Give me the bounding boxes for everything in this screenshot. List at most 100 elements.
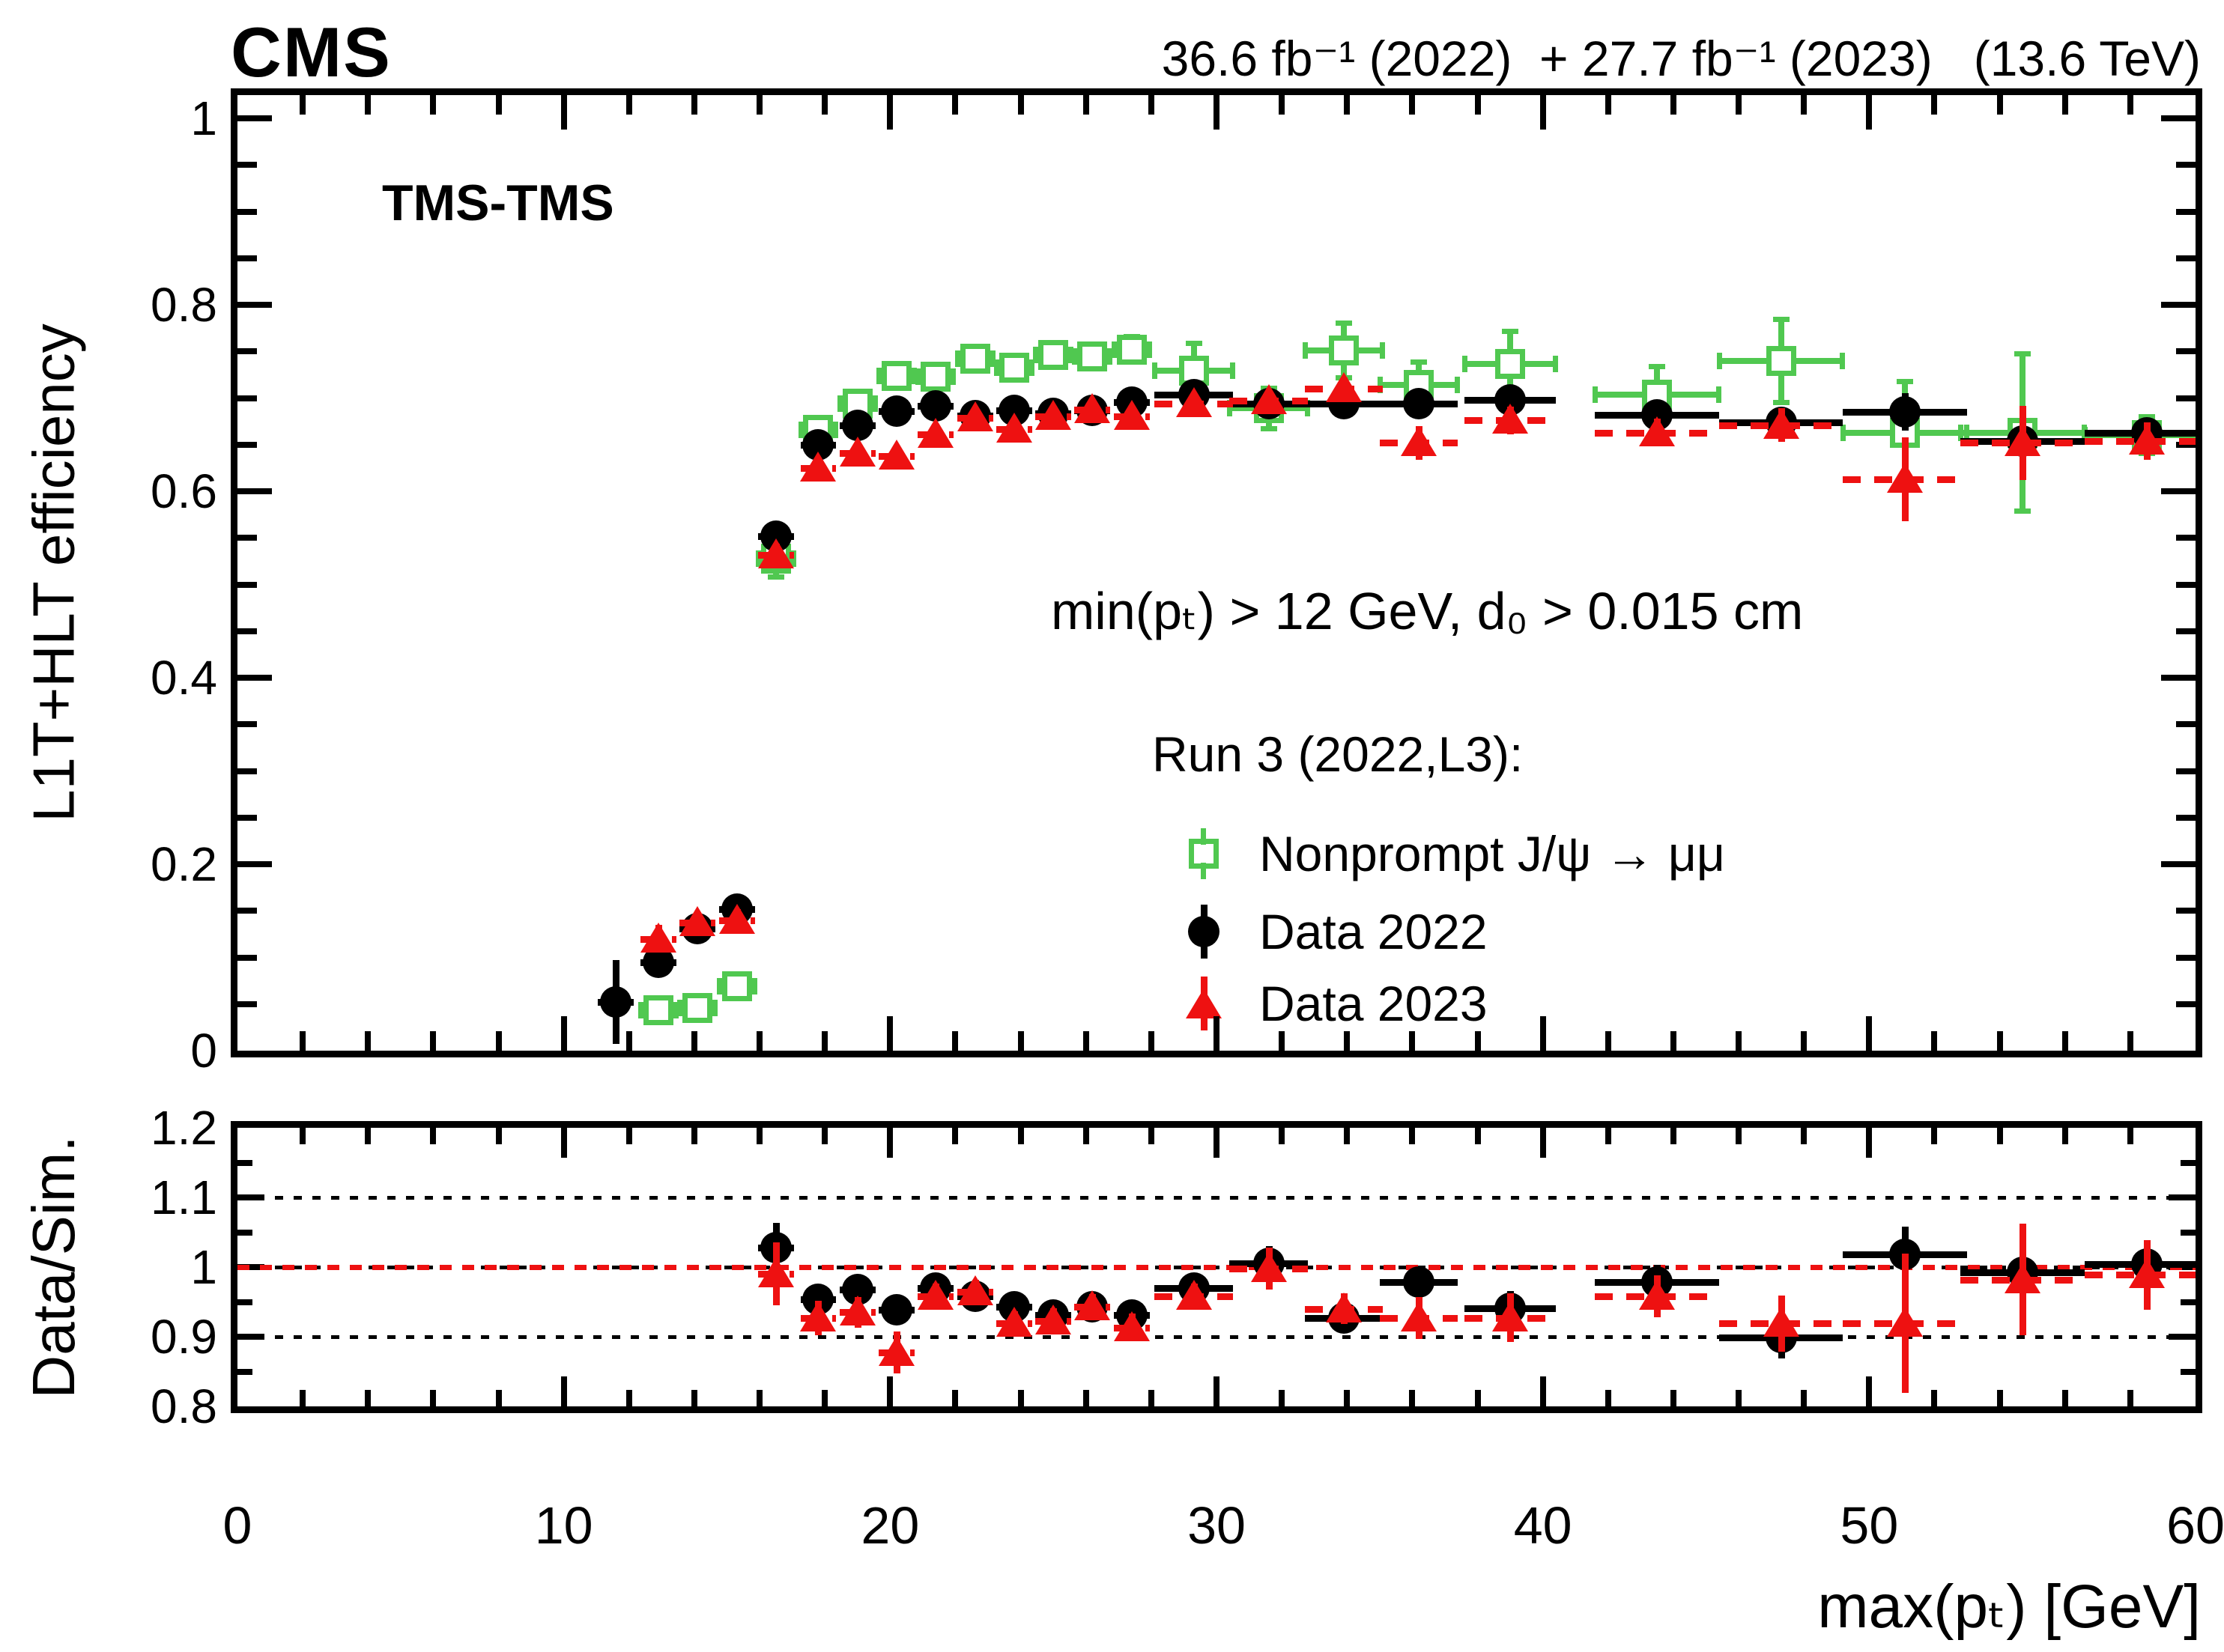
y-tick <box>2176 395 2196 401</box>
sim-xerr-cap <box>1462 355 1468 372</box>
y-tick <box>237 208 257 215</box>
x-tick <box>300 95 306 115</box>
data2023-marker <box>1113 1311 1150 1341</box>
data2023-marker <box>640 922 676 953</box>
sim-xerr-cap <box>1304 400 1310 417</box>
sim-xerr-cap <box>1455 377 1461 394</box>
x-tick <box>1931 1128 1938 1144</box>
x-tick <box>625 1128 632 1144</box>
x-tick <box>757 1128 763 1144</box>
x-tick <box>1605 1128 1611 1144</box>
y-tick <box>2176 814 2196 821</box>
x-tick <box>1409 1031 1416 1051</box>
x-tick <box>1017 95 1024 115</box>
y-tick <box>2181 1368 2196 1375</box>
y-tick <box>237 581 257 588</box>
y-tick <box>2176 208 2196 215</box>
y-tick <box>237 1159 252 1166</box>
x-tick-label: 50 <box>1840 1496 1899 1555</box>
data2022-marker <box>841 409 873 441</box>
x-tick <box>2061 1390 2068 1406</box>
y-tick <box>2161 115 2196 122</box>
sim-marker <box>721 971 752 1002</box>
sim-marker <box>960 344 990 374</box>
sim-xerr-cap <box>951 368 957 385</box>
sim-xerr-cap <box>1229 362 1235 380</box>
detector-category-label: TMS-TMS <box>382 174 614 231</box>
sim-xerr-cap <box>673 1002 679 1019</box>
sim-xerr-cap <box>1111 341 1117 358</box>
sim-xerr-cap <box>990 350 996 368</box>
eff-tick-label: 0.6 <box>151 464 217 519</box>
x-tick <box>1801 95 1808 115</box>
y-tick <box>2176 162 2196 168</box>
sim-yerr-cap <box>2014 350 2031 356</box>
x-tick <box>952 1390 959 1406</box>
data2023-marker <box>757 538 794 568</box>
x-tick <box>1539 1376 1546 1406</box>
data2023-marker <box>918 1280 954 1311</box>
x-tick <box>2127 95 2133 115</box>
y-tick <box>2176 348 2196 355</box>
sim-xerr-cap <box>833 421 839 438</box>
open-square-icon <box>1184 822 1223 885</box>
legend-label-data2023: Data 2023 <box>1259 976 1488 1031</box>
legend-label-sim: Nonprompt J/ψ → μμ <box>1259 826 1725 881</box>
x-tick <box>1996 1128 2003 1144</box>
sim-xerr-cap <box>798 421 804 438</box>
data2023-marker <box>1639 1280 1676 1311</box>
data2023-marker <box>839 1296 876 1326</box>
x-tick <box>1474 1031 1481 1051</box>
x-tick <box>1866 95 1873 130</box>
y-tick <box>2181 1299 2196 1305</box>
x-tick <box>430 1031 437 1051</box>
legend-item-data2023: Data 2023 <box>1184 972 1488 1035</box>
x-tick <box>691 95 697 115</box>
x-tick-label: 20 <box>861 1496 920 1555</box>
sim-yerr-cap <box>1411 359 1428 365</box>
sim-xerr-cap <box>1380 342 1386 359</box>
data2022-marker <box>600 986 632 1018</box>
x-tick <box>1213 95 1219 130</box>
x-tick <box>1017 1128 1024 1144</box>
x-tick <box>1670 1390 1676 1406</box>
x-tick <box>1213 1016 1219 1051</box>
x-tick <box>495 1031 502 1051</box>
data2023-marker <box>996 1307 1032 1337</box>
x-tick <box>1148 1128 1154 1144</box>
x-tick <box>822 1390 828 1406</box>
sim-marker <box>1328 335 1359 366</box>
sim-xerr-cap <box>1152 362 1158 380</box>
data2022-marker <box>1403 1266 1435 1299</box>
x-tick <box>365 1128 372 1144</box>
sim-yerr-cap <box>1185 341 1202 347</box>
x-tick <box>2061 1031 2068 1051</box>
data2023-marker <box>1035 1304 1072 1334</box>
x-tick <box>625 1390 632 1406</box>
selection-annotation: min(pₜ) > 12 GeV, d₀ > 0.015 cm <box>1051 582 1804 640</box>
sim-marker <box>1766 345 1796 376</box>
x-tick <box>300 1031 306 1051</box>
x-tick <box>1736 1128 1742 1144</box>
x-tick <box>822 95 828 115</box>
data2022-marker <box>881 1293 913 1325</box>
data2023-marker <box>1250 1251 1287 1282</box>
y-tick <box>237 814 257 821</box>
data2022-marker <box>881 395 913 427</box>
legend-item-data2022: Data 2022 <box>1184 900 1488 963</box>
x-tick <box>1539 95 1546 130</box>
x-tick <box>300 1128 306 1144</box>
y-tick <box>237 908 257 914</box>
y-tick <box>237 1229 252 1236</box>
x-tick <box>1213 1376 1219 1406</box>
x-tick-label: 30 <box>1187 1496 1246 1555</box>
x-tick <box>822 1128 828 1144</box>
x-tick <box>1670 1031 1676 1051</box>
x-tick <box>300 1390 306 1406</box>
x-tick <box>1279 1390 1285 1406</box>
x-tick <box>1605 1031 1611 1051</box>
data2023-marker <box>1074 392 1111 423</box>
ratio-tick-label: 0.9 <box>151 1310 217 1364</box>
x-tick <box>1279 95 1285 115</box>
